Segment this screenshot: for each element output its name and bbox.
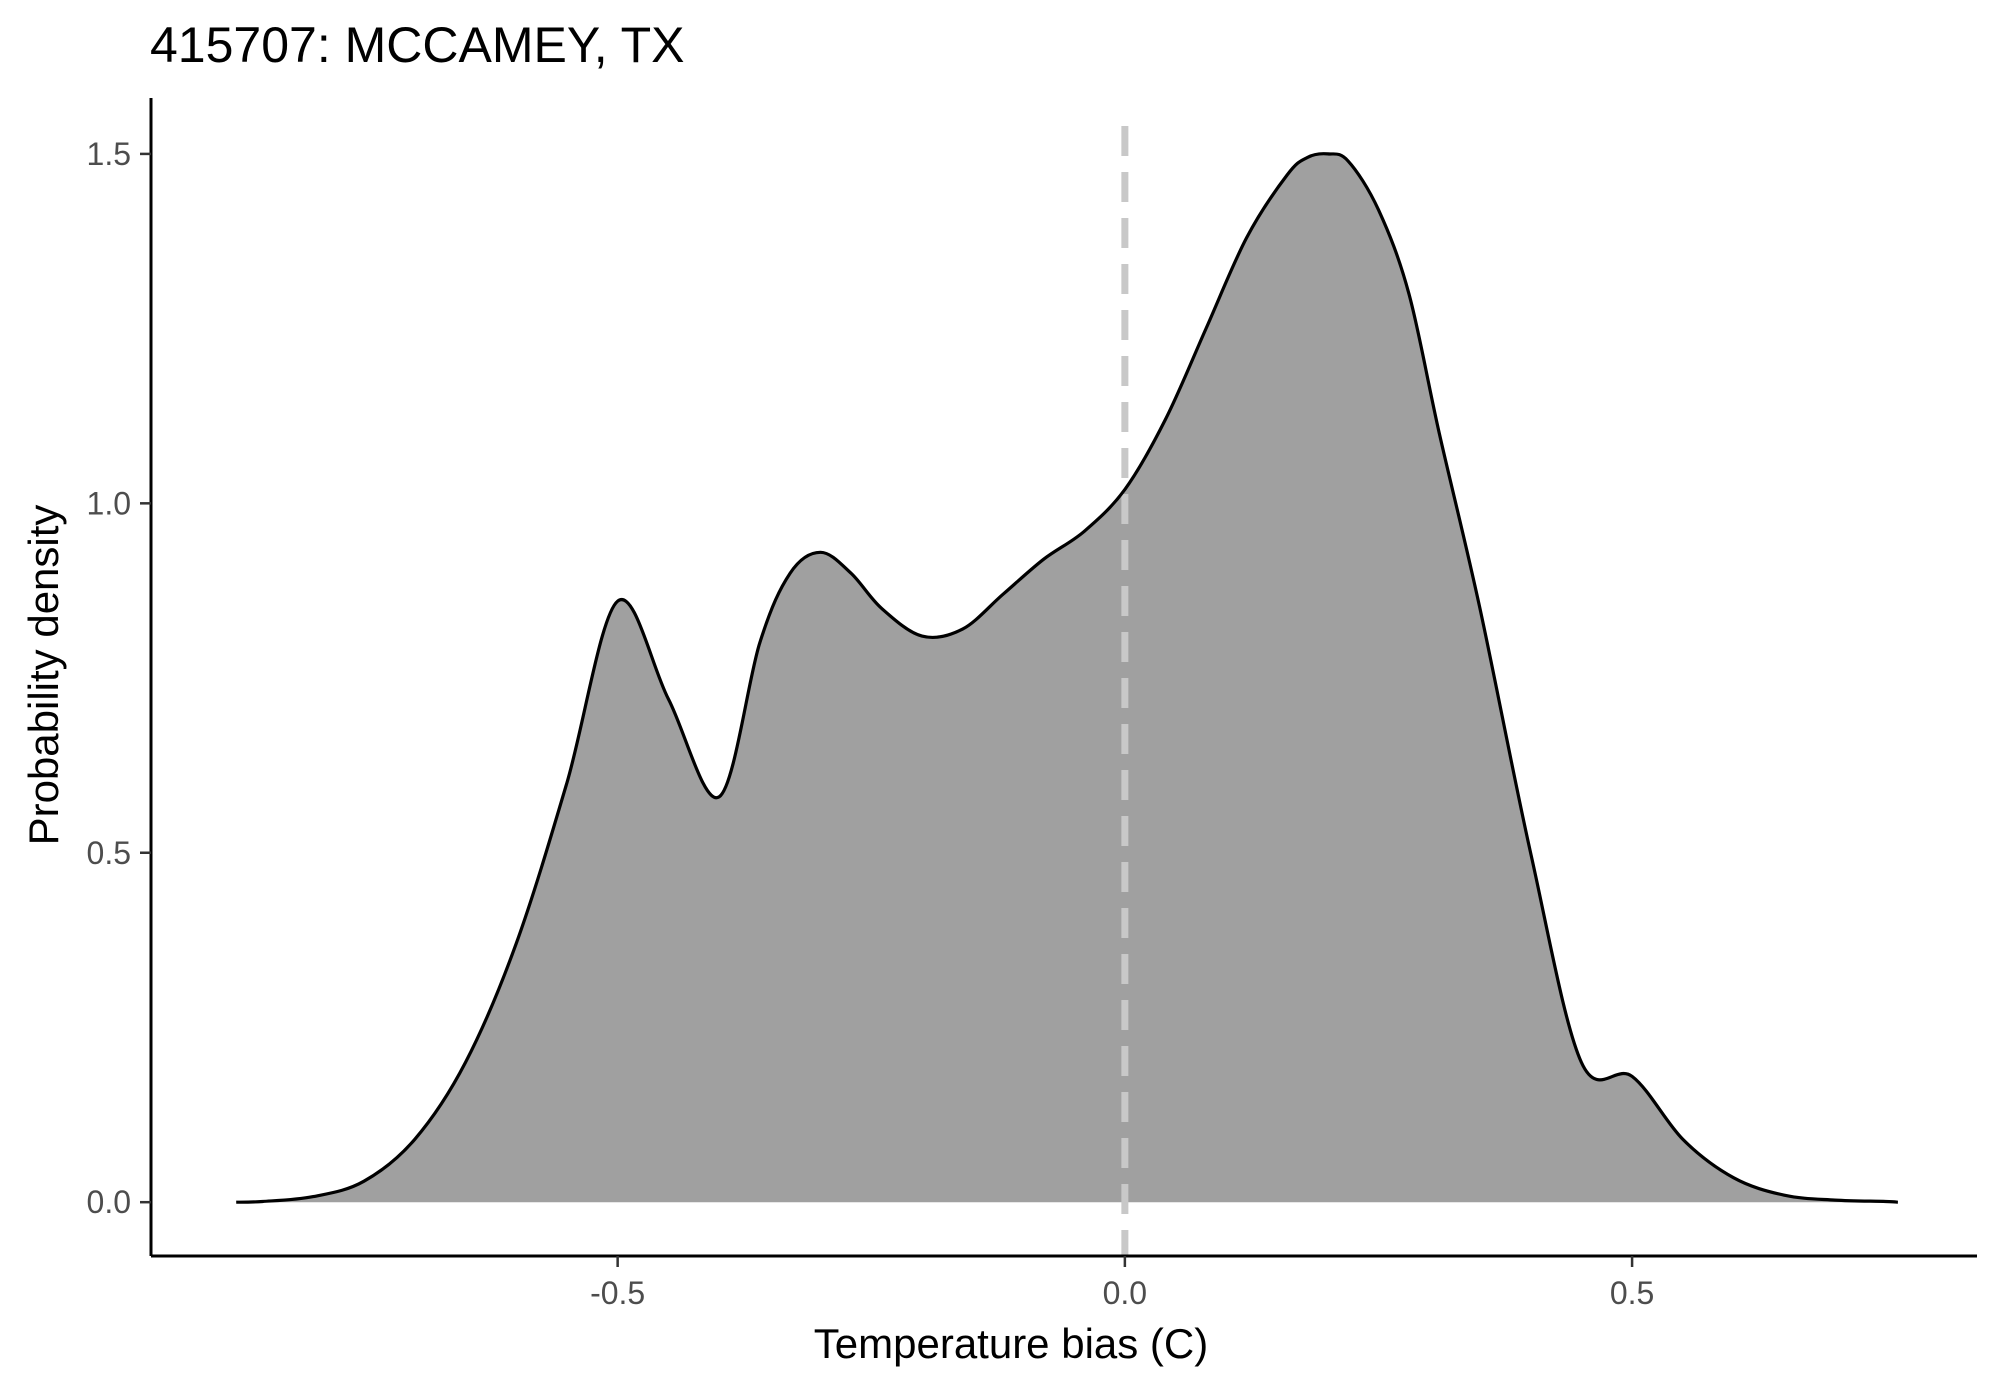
chart-title: 415707: MCCAMEY, TX [150,17,685,73]
y-axis-title: Probability density [20,505,67,846]
y-tick-label: 0.5 [87,835,131,871]
y-tick-label: 1.0 [87,485,131,521]
x-tick-label: -0.5 [590,1275,645,1311]
plot-area [236,126,1899,1256]
density-curve [236,152,1899,1204]
axes: 0.0 0.5 1.0 1.5 -0.5 0.0 0.5 [87,98,1977,1311]
y-tick-label: 0.0 [87,1184,131,1220]
x-tick-label: 0.5 [1610,1275,1654,1311]
density-area [236,153,1898,1203]
x-tick-label: 0.0 [1103,1275,1147,1311]
y-tick-label: 1.5 [87,136,131,172]
x-axis-title: Temperature bias (C) [814,1320,1208,1367]
